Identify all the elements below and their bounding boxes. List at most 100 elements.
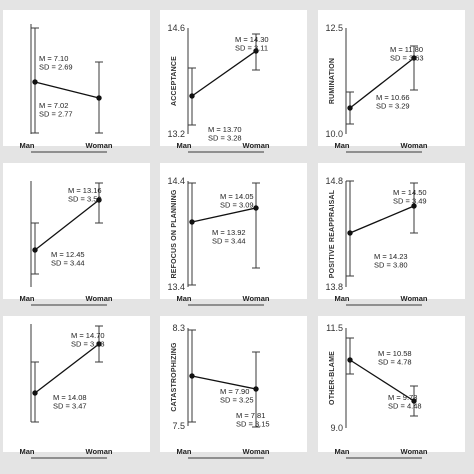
x-tick-label: Woman (86, 141, 113, 150)
y-tick-label: 11.5 (326, 323, 343, 333)
x-tick-label: Man (335, 294, 350, 303)
y-tick-label: 13.2 (167, 129, 185, 139)
x-tick-label: Woman (401, 447, 428, 456)
y-tick-label: 14.4 (167, 176, 185, 186)
data-point (96, 197, 102, 203)
data-point (189, 219, 195, 225)
y-axis-title: POSITIVE REAPPRAISAL (329, 189, 336, 278)
y-tick-label: 8.3 (172, 323, 185, 333)
data-label: SD = 3.44 (212, 237, 246, 246)
data-point (411, 398, 417, 404)
data-point (32, 390, 38, 396)
series-line (349, 205, 415, 234)
y-tick-label: 13.4 (167, 282, 185, 292)
y-axis-title: REFOCUS ON PLANNING (171, 189, 178, 278)
data-point (347, 105, 353, 111)
data-label: SD = 3.11 (235, 44, 268, 53)
x-tick-label: Woman (86, 294, 113, 303)
data-point (411, 55, 417, 61)
data-label: SD = 3.15 (236, 420, 270, 429)
x-tick-label: Man (20, 294, 35, 303)
data-point (32, 247, 38, 253)
data-label: SD = 4.78 (378, 358, 412, 367)
y-axis-title: ACCEPTANCE (171, 56, 178, 106)
panel-background (3, 163, 150, 299)
x-tick-label: Man (177, 447, 192, 456)
x-tick-label: Man (177, 294, 192, 303)
y-axis-title: OTHER-BLAME (329, 351, 336, 405)
y-tick-label: 13.8 (325, 282, 343, 292)
y-axis-title: RUMINATION (329, 58, 336, 104)
data-label: M = 14.05 (220, 192, 254, 201)
data-point (253, 205, 259, 211)
data-label: M = 7.10 (39, 54, 68, 63)
y-axis-title: CATASTROPHIZING (171, 342, 178, 412)
x-tick-label: Man (335, 447, 350, 456)
series-line (34, 81, 100, 99)
x-tick-label: Man (20, 447, 35, 456)
data-label: M = 12.45 (51, 250, 85, 259)
data-label: M = 10.58 (378, 349, 412, 358)
series-line (34, 343, 100, 394)
series-line (349, 57, 415, 109)
data-label: SD = 3.49 (393, 197, 427, 206)
y-tick-label: 12.5 (325, 23, 343, 33)
data-label: SD = 3.63 (390, 54, 424, 63)
series-line (191, 375, 257, 390)
x-tick-label: Man (177, 141, 192, 150)
x-tick-label: Woman (401, 294, 428, 303)
y-tick-label: 14.6 (167, 23, 185, 33)
data-label: M = 13.16 (68, 186, 102, 195)
data-label: M = 14.08 (53, 393, 87, 402)
series-line (191, 207, 257, 223)
data-point (189, 373, 195, 379)
data-label: SD = 3.47 (53, 402, 87, 411)
x-tick-label: Woman (243, 294, 270, 303)
data-point (347, 357, 353, 363)
panel-background (160, 10, 307, 146)
data-point (32, 79, 38, 85)
x-tick-label: Woman (401, 141, 428, 150)
data-label: M = 14.30 (235, 35, 269, 44)
series-line (191, 50, 257, 97)
x-tick-label: Man (20, 141, 35, 150)
panel-background (3, 10, 150, 146)
data-label: M = 14.23 (374, 252, 408, 261)
panel-background (3, 316, 150, 452)
data-label: SD = 3.29 (376, 102, 410, 111)
data-label: M = 7.81 (236, 411, 265, 420)
data-label: SD = 3.80 (374, 261, 408, 270)
y-tick-label: 9.0 (330, 423, 343, 433)
x-tick-label: Woman (243, 141, 270, 150)
data-label: SD = 3.09 (220, 201, 254, 210)
data-label: SD = 3.25 (220, 396, 254, 405)
data-label: M = 14.50 (393, 188, 427, 197)
y-tick-label: 14.8 (325, 176, 343, 186)
x-tick-label: Woman (243, 447, 270, 456)
data-label: SD = 3.44 (51, 259, 85, 268)
data-point (411, 203, 417, 209)
x-tick-label: Man (335, 141, 350, 150)
data-label: SD = 3.28 (208, 134, 242, 143)
data-point (347, 230, 353, 236)
data-label: SD = 4.48 (388, 402, 422, 411)
data-label: SD = 3.03 (71, 340, 105, 349)
data-label: M = 7.90 (220, 387, 249, 396)
series-line (34, 199, 100, 251)
series-line (349, 359, 415, 402)
data-point (189, 93, 195, 99)
panel-background (318, 163, 465, 299)
data-label: SD = 2.77 (39, 110, 73, 119)
panel-background (318, 10, 465, 146)
data-label: M = 13.70 (208, 125, 242, 134)
y-tick-label: 7.5 (172, 421, 185, 431)
